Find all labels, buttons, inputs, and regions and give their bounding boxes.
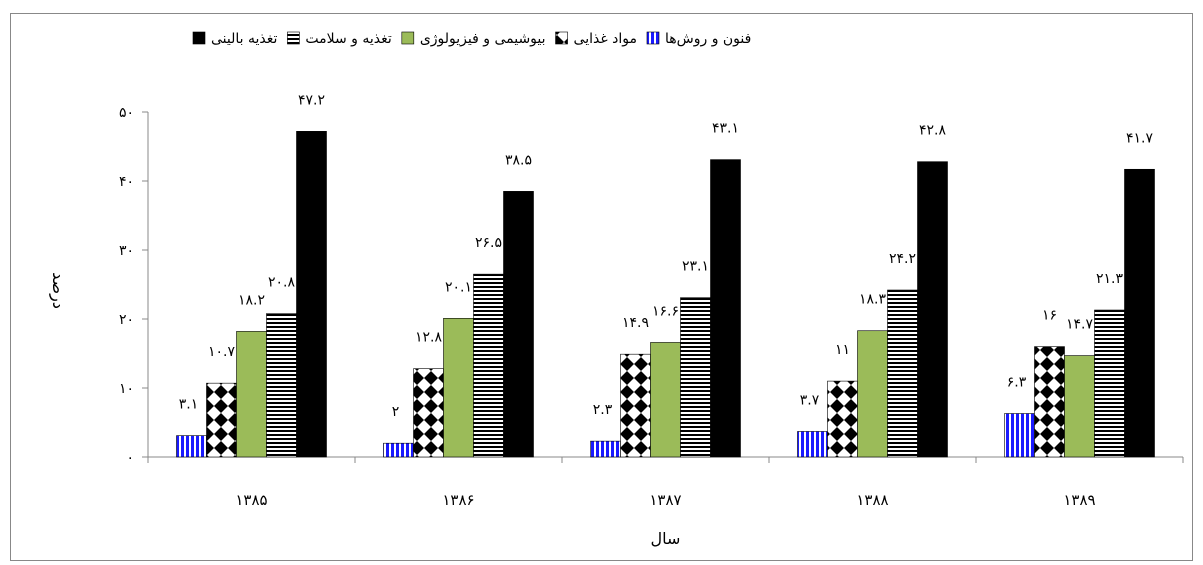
y-axis-title: درصد bbox=[48, 272, 68, 309]
bar bbox=[296, 131, 327, 458]
legend-item: تغذیه و سلامت bbox=[287, 31, 392, 47]
x-axis-title: سال bbox=[651, 529, 681, 548]
bars bbox=[176, 131, 1155, 458]
data-label: ۱۲.۸ bbox=[415, 330, 442, 346]
legend-item: فنون و روش‌ها bbox=[646, 31, 751, 47]
legend-label: فنون و روش‌ها bbox=[665, 31, 751, 47]
y-tick-label: ۳۰ bbox=[119, 243, 134, 259]
data-label: ۲۳.۱ bbox=[682, 259, 709, 275]
x-tick-label: ۱۳۸۹ bbox=[1063, 491, 1095, 509]
x-tick-label: ۱۳۸۶ bbox=[442, 491, 474, 509]
data-label: ۲ bbox=[392, 404, 400, 420]
bar bbox=[206, 382, 237, 458]
data-label: ۴۳.۱ bbox=[712, 121, 739, 137]
bar bbox=[176, 435, 207, 458]
legend-swatch bbox=[192, 31, 206, 45]
data-label: ۱۸.۲ bbox=[238, 292, 265, 308]
bar bbox=[1124, 168, 1155, 458]
legend-item: بیوشیمی و فیزیولوژی bbox=[401, 31, 546, 47]
legend-swatch bbox=[401, 31, 415, 45]
legend-label: بیوشیمی و فیزیولوژی bbox=[420, 31, 546, 47]
data-label: ۱۴.۷ bbox=[1066, 317, 1093, 333]
data-label: ۲۶.۵ bbox=[475, 235, 502, 251]
x-tick-label: ۱۳۸۸ bbox=[856, 491, 888, 509]
bar bbox=[1094, 309, 1125, 458]
data-label: ۲.۳ bbox=[593, 402, 613, 418]
bar bbox=[827, 380, 858, 458]
legend-item: تغذیه بالینی bbox=[192, 31, 278, 47]
chart-area: تغذیه بالینی تغذیه و سلامت بیوشیمی و فیزیو… bbox=[10, 13, 1193, 561]
legend-label: تغذیه و سلامت bbox=[305, 31, 391, 47]
data-label: ۳۸.۵ bbox=[505, 152, 532, 168]
data-label: ۴۱.۷ bbox=[1126, 130, 1153, 146]
bar bbox=[266, 313, 297, 458]
data-label: ۲۰.۱ bbox=[445, 279, 472, 295]
y-tick-label: ۰ bbox=[126, 450, 134, 466]
data-labels: ۳.۱ ۱۰.۷ ۱۸.۲۲۰.۸ ۴۷.۲ ۲ ۱۲.۸ ۲۰.۱ ۲۶.۵ ۳۸.۵ ۲.۳ ۱… bbox=[179, 92, 1154, 420]
bar bbox=[797, 431, 828, 458]
bar bbox=[650, 342, 681, 458]
data-label: ۱۸.۳ bbox=[859, 292, 886, 308]
bar bbox=[857, 330, 888, 458]
legend-item: مواد غذایی bbox=[555, 31, 637, 47]
bar bbox=[503, 191, 534, 458]
bar bbox=[710, 159, 741, 458]
bar bbox=[590, 440, 621, 458]
data-label: ۱۶.۶ bbox=[652, 303, 679, 319]
bar bbox=[1034, 346, 1065, 458]
data-label: ۲۴.۲ bbox=[889, 251, 916, 267]
data-label: ۱۶ bbox=[1042, 308, 1057, 324]
bar bbox=[443, 318, 474, 458]
bar bbox=[473, 273, 504, 458]
bar bbox=[887, 289, 918, 458]
legend-label: مواد غذایی bbox=[574, 31, 637, 47]
data-label: ۱۰.۷ bbox=[208, 344, 235, 360]
y-tick-label: ۲۰ bbox=[119, 312, 134, 328]
bar bbox=[1004, 413, 1035, 458]
legend-label: تغذیه بالینی bbox=[211, 31, 278, 47]
data-label: ۱۴.۹ bbox=[622, 315, 649, 331]
data-label: ۱۱ bbox=[835, 342, 850, 358]
data-label: ۲۰.۸ bbox=[268, 274, 295, 290]
y-tick-label: ۴۰ bbox=[119, 174, 134, 190]
data-label: ۲۱.۳ bbox=[1096, 271, 1123, 287]
data-label: ۳.۷ bbox=[800, 392, 820, 408]
legend-swatch bbox=[287, 31, 300, 45]
axes: ۰ ۱۰ ۲۰ ۳۰ ۴۰ ۵۰ ۱۳۸۵ ۱۳۸۶ ۱۳۸۷ ۱۳۸۸ ۱۳۸۹ سال درصد bbox=[48, 105, 1184, 548]
bar bbox=[620, 353, 651, 458]
x-tick-label: ۱۳۸۷ bbox=[649, 491, 681, 509]
bar-chart: تغذیه بالینی تغذیه و سلامت بیوشیمی و فیزیو… bbox=[48, 31, 1184, 548]
data-label: ۴۲.۸ bbox=[919, 123, 946, 139]
legend-swatch bbox=[555, 31, 568, 45]
legend: تغذیه بالینی تغذیه و سلامت بیوشیمی و فیزیو… bbox=[192, 31, 751, 47]
bar bbox=[917, 161, 948, 458]
y-tick-label: ۱۰ bbox=[119, 381, 134, 397]
bar bbox=[383, 442, 414, 458]
legend-swatch bbox=[646, 31, 660, 45]
y-tick-label: ۵۰ bbox=[119, 105, 134, 121]
x-tick-label: ۱۳۸۵ bbox=[235, 491, 267, 509]
data-label: ۳.۱ bbox=[179, 397, 199, 413]
bar bbox=[236, 331, 267, 458]
bar bbox=[413, 368, 444, 458]
data-label: ۶.۳ bbox=[1007, 375, 1027, 391]
data-label: ۴۷.۲ bbox=[298, 92, 325, 108]
bar bbox=[1064, 355, 1095, 458]
bar bbox=[680, 297, 711, 458]
